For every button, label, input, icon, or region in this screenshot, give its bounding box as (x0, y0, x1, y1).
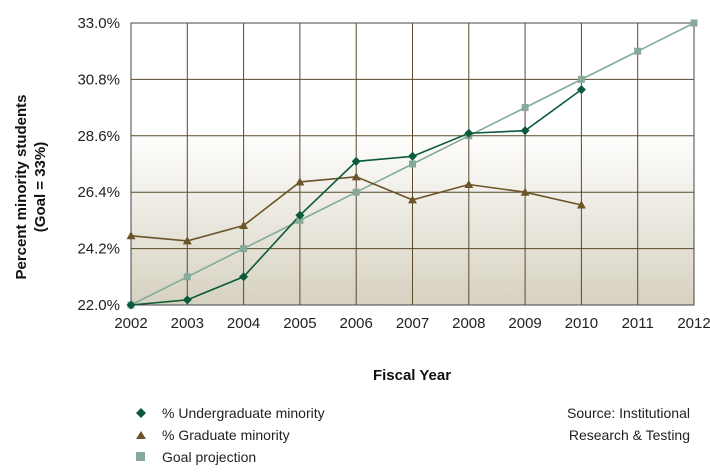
y-tick-label: 24.2% (77, 241, 120, 258)
goal-point (691, 20, 698, 27)
legend-label-goal: Goal projection (162, 446, 256, 468)
x-tick-label: 2012 (677, 315, 710, 332)
legend-item-graduate: % Graduate minority (134, 424, 325, 446)
source-line-2: Research & Testing (567, 424, 690, 446)
x-tick-label: 2005 (283, 315, 316, 332)
goal-point (409, 161, 416, 168)
x-tick-label: 2007 (396, 315, 429, 332)
x-tick-label: 2010 (565, 315, 598, 332)
x-tick-labels: 2002 2003 2004 2005 2006 2007 2008 2009 2010 2011… (114, 315, 710, 332)
y-tick-label: 33.0% (77, 15, 120, 32)
y-tick-label: 28.6% (77, 128, 120, 145)
x-tick-label: 2006 (340, 315, 373, 332)
x-tick-label: 2002 (114, 315, 147, 332)
triangle-marker-icon (134, 428, 148, 442)
goal-point (184, 273, 191, 280)
goal-point (578, 76, 585, 83)
x-axis-title: Fiscal Year (373, 367, 451, 384)
goal-point (353, 189, 360, 196)
square-marker-icon (134, 450, 148, 464)
x-tick-label: 2003 (171, 315, 204, 332)
legend-item-goal: Goal projection (134, 446, 325, 468)
y-tick-labels: 22.0% 24.2% 26.4% 28.6% 30.8% 33.0% (77, 15, 120, 314)
y-axis-title-line2: (Goal = 33%) (32, 142, 49, 232)
x-tick-label: 2011 (622, 315, 654, 332)
y-axis-title-line1: Percent minority students (13, 94, 30, 279)
source-note: Source: Institutional Research & Testing (567, 402, 690, 446)
goal-point (634, 48, 641, 55)
y-tick-label: 30.8% (77, 71, 120, 88)
source-line-1: Source: Institutional (567, 402, 690, 424)
x-tick-label: 2009 (508, 315, 541, 332)
goal-point (240, 245, 247, 252)
x-tick-label: 2004 (227, 315, 260, 332)
legend-item-undergraduate: % Undergraduate minority (134, 402, 325, 424)
y-tick-label: 22.0% (77, 297, 120, 314)
diamond-marker-icon (134, 406, 148, 420)
x-tick-label: 2008 (452, 315, 485, 332)
y-tick-label: 26.4% (77, 184, 120, 201)
legend: % Undergraduate minority % Graduate mino… (134, 402, 325, 468)
legend-label-undergraduate: % Undergraduate minority (162, 402, 325, 424)
legend-label-graduate: % Graduate minority (162, 424, 290, 446)
goal-point (522, 104, 529, 111)
